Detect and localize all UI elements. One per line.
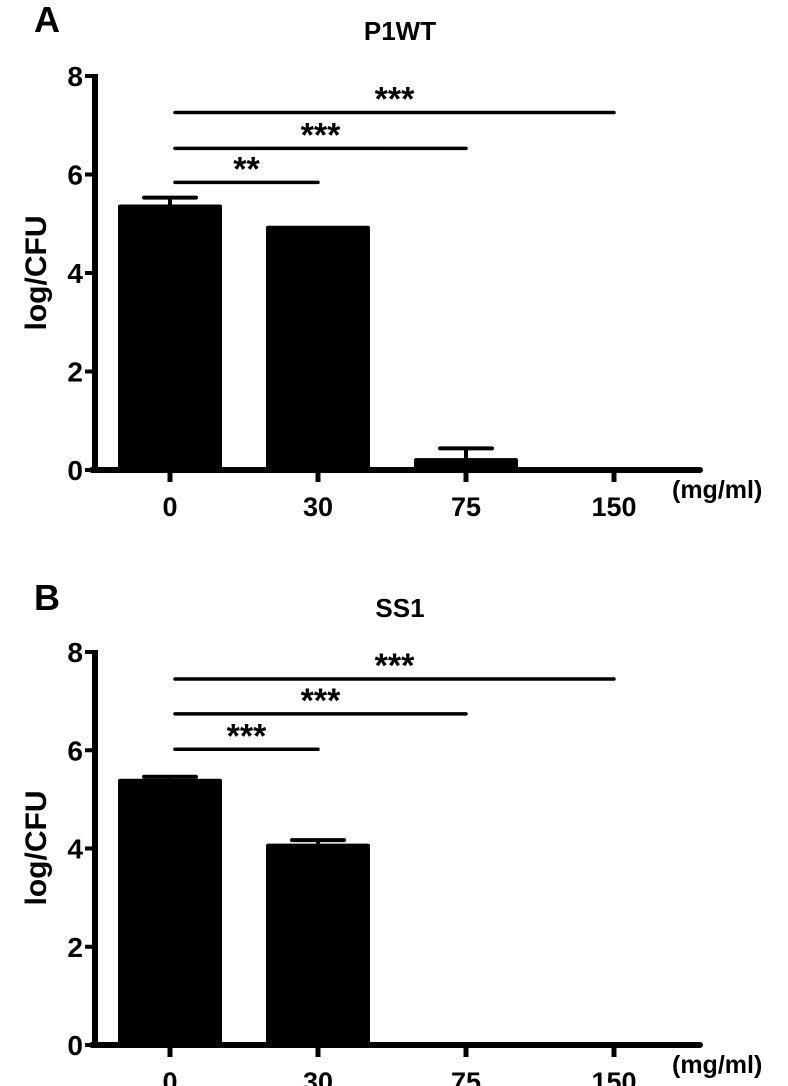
chart-title: P1WT: [364, 16, 436, 46]
y-axis-label: log/CFU: [20, 791, 53, 906]
x-tick-label: 75: [451, 492, 481, 522]
bar: [118, 778, 222, 1045]
x-tick-label: 30: [303, 1067, 333, 1086]
bar: [118, 204, 222, 471]
y-tick-label: 0: [67, 1030, 83, 1061]
significance-label: ***: [227, 717, 267, 755]
x-tick-label: 75: [451, 1067, 481, 1086]
x-tick-label: 30: [303, 492, 333, 522]
y-tick-label: 4: [67, 834, 83, 865]
chart-title: SS1: [375, 593, 424, 623]
bar: [266, 225, 370, 470]
y-tick-label: 2: [67, 932, 83, 963]
significance-label: ***: [301, 116, 341, 154]
bar: [266, 843, 370, 1045]
x-tick-label: 150: [591, 1067, 636, 1086]
significance-label: ***: [375, 647, 415, 685]
y-tick-label: 6: [67, 160, 83, 191]
y-tick-label: 0: [67, 455, 83, 486]
panel-label: A: [34, 0, 60, 40]
x-tick-label: 150: [591, 492, 636, 522]
panel-label: B: [34, 577, 60, 618]
y-tick-label: 6: [67, 735, 83, 766]
y-tick-label: 4: [67, 258, 83, 289]
y-tick-label: 8: [67, 637, 83, 668]
x-tick-label: 0: [162, 492, 177, 522]
y-tick-label: 2: [67, 357, 83, 388]
x-unit-label: (mg/ml): [672, 1051, 762, 1079]
y-axis-label: log/CFU: [20, 216, 53, 331]
panel-b: B SS1 log/CFU (mg/ml) 0 2 4 6 8 0 30 75 150 *** **…: [20, 577, 762, 1086]
x-tick-label: 0: [162, 1067, 177, 1086]
y-tick-label: 8: [67, 61, 83, 92]
significance-label: **: [233, 150, 260, 188]
x-unit-label: (mg/ml): [672, 476, 762, 504]
significance-label: ***: [301, 682, 341, 720]
significance-label: ***: [375, 80, 415, 118]
